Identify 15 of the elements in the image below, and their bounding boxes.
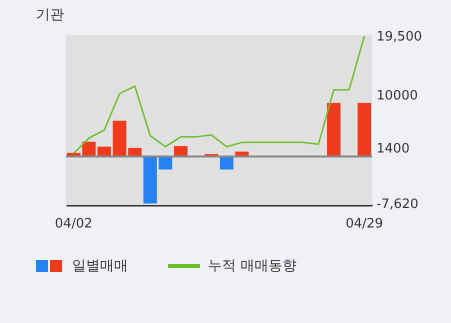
- x-tick-label: 04/29: [346, 216, 384, 232]
- line-series: [72, 35, 366, 154]
- y-tick-label: 19,500: [376, 30, 422, 45]
- legend-label: 누적 매매동향: [208, 257, 296, 275]
- legend-label: 일별매매: [72, 257, 128, 275]
- bar: [358, 102, 372, 157]
- bar: [220, 156, 234, 170]
- bar: [174, 146, 188, 157]
- y-tick-label: 10000: [376, 88, 418, 104]
- y-tick-label: -7,620: [376, 197, 418, 212]
- bar: [327, 102, 340, 157]
- bar: [98, 146, 111, 157]
- chart-title: 기관: [36, 7, 64, 24]
- x-tick-label: 04/02: [54, 216, 92, 232]
- y-tick-label: 1400: [376, 141, 410, 156]
